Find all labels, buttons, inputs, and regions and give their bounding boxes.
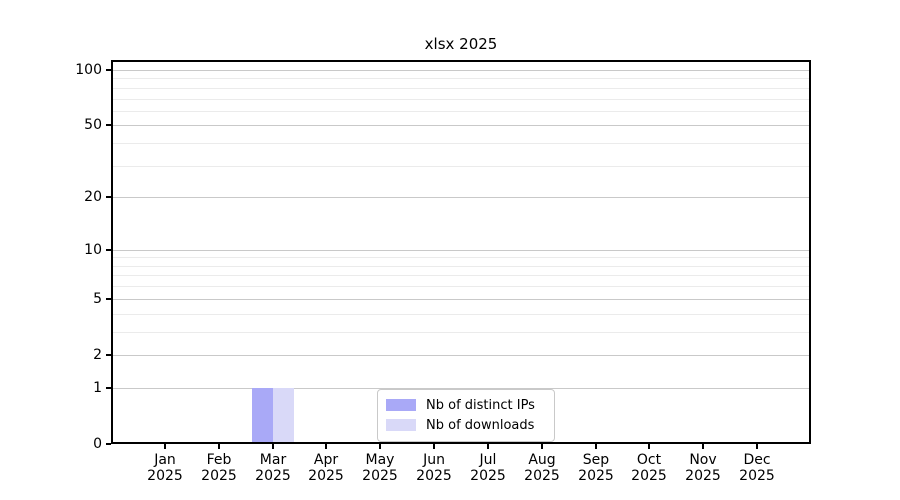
- legend-label-downloads: Nb of downloads: [426, 417, 535, 433]
- y-tick-label: 0: [93, 436, 102, 452]
- x-tick: [595, 444, 597, 449]
- gridline-major: [113, 125, 809, 126]
- gridline-minor: [113, 286, 809, 287]
- x-tick: [487, 444, 489, 449]
- y-tick: [106, 249, 111, 251]
- y-tick: [106, 387, 111, 389]
- x-tick-label-apr: Apr 2025: [308, 452, 344, 484]
- bar-distinct-ips-mar-2025: [252, 388, 273, 442]
- gridline-major: [113, 197, 809, 198]
- x-tick-label-nov: Nov 2025: [685, 452, 721, 484]
- x-tick-label-oct: Oct 2025: [631, 452, 667, 484]
- x-tick: [702, 444, 704, 449]
- gridline-minor: [113, 314, 809, 315]
- legend: Nb of distinct IPs Nb of downloads: [377, 389, 555, 442]
- gridline-minor: [113, 257, 809, 258]
- x-tick-label-jan: Jan 2025: [147, 452, 183, 484]
- plot-area: [111, 60, 811, 444]
- y-tick: [106, 443, 111, 445]
- chart-title: xlsx 2025: [424, 35, 498, 53]
- x-tick-label-feb: Feb 2025: [201, 452, 237, 484]
- y-tick: [106, 354, 111, 356]
- x-tick-label-aug: Aug 2025: [524, 452, 560, 484]
- x-tick: [218, 444, 220, 449]
- y-tick-label: 1: [93, 380, 102, 396]
- x-tick-label-sep: Sep 2025: [578, 452, 614, 484]
- y-tick-label: 20: [84, 189, 102, 205]
- gridline-major: [113, 70, 809, 71]
- gridline-minor: [113, 78, 809, 79]
- legend-swatch-downloads: [386, 419, 416, 431]
- gridline-minor: [113, 143, 809, 144]
- x-tick: [756, 444, 758, 449]
- x-tick-label-jul: Jul 2025: [470, 452, 506, 484]
- x-tick: [433, 444, 435, 449]
- x-tick-label-mar: Mar 2025: [255, 452, 291, 484]
- gridline-minor: [113, 166, 809, 167]
- y-tick: [106, 196, 111, 198]
- x-tick: [272, 444, 274, 449]
- x-tick-label-dec: Dec 2025: [739, 452, 775, 484]
- x-tick: [325, 444, 327, 449]
- gridline-major: [113, 388, 809, 389]
- gridline-major: [113, 355, 809, 356]
- gridline-major: [113, 250, 809, 251]
- legend-item-downloads: Nb of downloads: [386, 415, 546, 435]
- gridline-minor: [113, 266, 809, 267]
- gridline-minor: [113, 275, 809, 276]
- x-tick: [379, 444, 381, 449]
- x-tick-label-may: May 2025: [362, 452, 398, 484]
- legend-swatch-distinct-ips: [386, 399, 416, 411]
- x-tick: [541, 444, 543, 449]
- gridline-minor: [113, 88, 809, 89]
- x-tick: [648, 444, 650, 449]
- gridline-minor: [113, 332, 809, 333]
- gridline-minor: [113, 99, 809, 100]
- y-tick-label: 10: [84, 242, 102, 258]
- y-tick: [106, 298, 111, 300]
- x-tick: [164, 444, 166, 449]
- gridline-major: [113, 299, 809, 300]
- gridline-minor: [113, 111, 809, 112]
- bar-downloads-mar-2025: [273, 388, 294, 442]
- y-tick-label: 50: [84, 117, 102, 133]
- legend-item-distinct-ips: Nb of distinct IPs: [386, 395, 546, 415]
- y-tick-label: 5: [93, 291, 102, 307]
- y-tick-label: 100: [75, 62, 102, 78]
- legend-label-distinct-ips: Nb of distinct IPs: [426, 397, 535, 413]
- x-tick-label-jun: Jun 2025: [416, 452, 452, 484]
- y-tick: [106, 124, 111, 126]
- y-tick-label: 2: [93, 347, 102, 363]
- y-tick: [106, 69, 111, 71]
